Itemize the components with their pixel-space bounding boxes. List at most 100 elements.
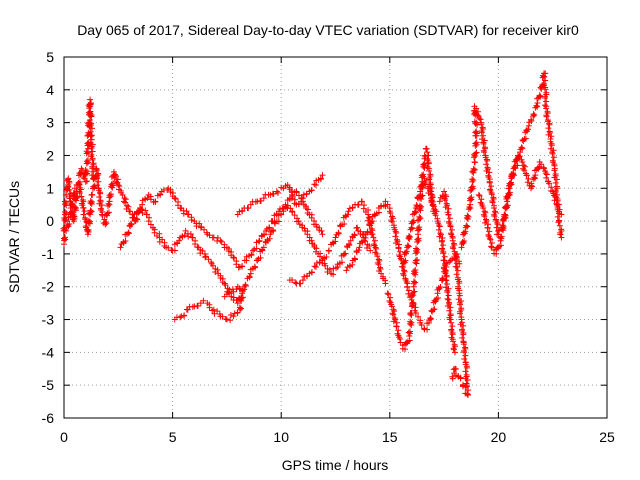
data-point <box>441 265 448 272</box>
data-point <box>418 322 425 329</box>
data-point <box>553 176 560 183</box>
data-point <box>125 203 132 210</box>
data-point <box>62 234 69 241</box>
data-point <box>286 184 293 191</box>
data-point <box>326 266 333 273</box>
data-point <box>67 209 74 216</box>
data-point <box>555 219 562 226</box>
data-point <box>482 145 489 152</box>
data-point <box>463 364 470 371</box>
data-point <box>412 279 419 286</box>
y-tick-label: -2 <box>42 279 55 295</box>
data-point <box>355 201 362 208</box>
data-point <box>171 195 178 202</box>
data-point <box>360 205 367 212</box>
data-point <box>453 271 460 278</box>
data-point <box>405 243 412 250</box>
data-point <box>322 262 329 269</box>
data-point <box>406 233 413 240</box>
data-point <box>491 204 498 211</box>
data-point <box>412 245 419 252</box>
data-point <box>122 196 129 203</box>
data-point <box>489 199 496 206</box>
data-point <box>79 202 86 209</box>
data-point <box>519 159 526 166</box>
data-point <box>391 226 398 233</box>
data-point <box>260 244 267 251</box>
data-point <box>485 174 492 181</box>
data-point <box>71 190 78 197</box>
data-point <box>485 231 492 238</box>
data-point <box>81 208 88 215</box>
data-point <box>319 231 326 238</box>
data-point <box>482 216 489 223</box>
data-point <box>76 189 83 196</box>
data-point <box>88 199 95 205</box>
data-point <box>95 171 102 178</box>
data-point <box>486 179 493 186</box>
data-point <box>395 245 402 252</box>
data-point <box>289 209 296 216</box>
data-point <box>230 294 237 301</box>
data-point <box>488 191 495 198</box>
data-point <box>446 220 453 227</box>
data-point <box>479 125 486 132</box>
data-point <box>106 192 113 199</box>
data-point <box>183 208 190 215</box>
data-point <box>214 266 221 273</box>
data-point <box>460 381 467 388</box>
data-point <box>440 276 447 283</box>
data-point <box>543 171 550 178</box>
data-point <box>152 198 159 205</box>
data-point <box>536 92 543 99</box>
data-point <box>413 260 420 267</box>
data-point <box>266 235 273 242</box>
data-point <box>442 270 449 277</box>
data-point <box>239 290 246 297</box>
data-point <box>540 82 547 89</box>
data-point <box>125 229 132 236</box>
data-point <box>405 287 412 294</box>
data-point <box>124 202 131 209</box>
data-point <box>151 229 158 236</box>
data-point <box>242 281 249 288</box>
data-point <box>488 183 495 190</box>
data-point <box>401 268 408 275</box>
data-point <box>376 257 383 264</box>
data-point <box>531 112 538 119</box>
data-point <box>365 214 372 221</box>
data-point <box>185 233 192 240</box>
data-point <box>349 261 356 268</box>
data-point <box>102 219 109 226</box>
data-point <box>530 111 537 118</box>
data-point <box>484 165 491 172</box>
data-point <box>390 311 397 318</box>
data-point <box>432 212 439 219</box>
data-point <box>462 352 469 359</box>
data-point <box>503 203 510 210</box>
data-point <box>491 213 498 220</box>
data-point <box>70 189 77 196</box>
data-point <box>318 228 325 235</box>
data-point <box>270 190 277 197</box>
data-point <box>525 126 532 133</box>
data-point <box>484 157 491 164</box>
data-point <box>139 210 146 217</box>
data-point <box>529 183 536 190</box>
data-point <box>411 288 418 295</box>
data-point <box>68 210 75 217</box>
data-point <box>374 253 381 260</box>
data-point <box>382 280 389 287</box>
data-point <box>110 168 117 175</box>
data-point <box>238 295 245 302</box>
data-point <box>422 145 429 152</box>
data-point <box>551 197 558 204</box>
y-tick-label: 4 <box>46 82 54 98</box>
data-point <box>533 102 540 109</box>
data-point <box>455 285 462 292</box>
data-point <box>130 214 137 221</box>
data-point <box>449 237 456 244</box>
data-point <box>495 231 502 238</box>
data-point <box>442 197 449 204</box>
